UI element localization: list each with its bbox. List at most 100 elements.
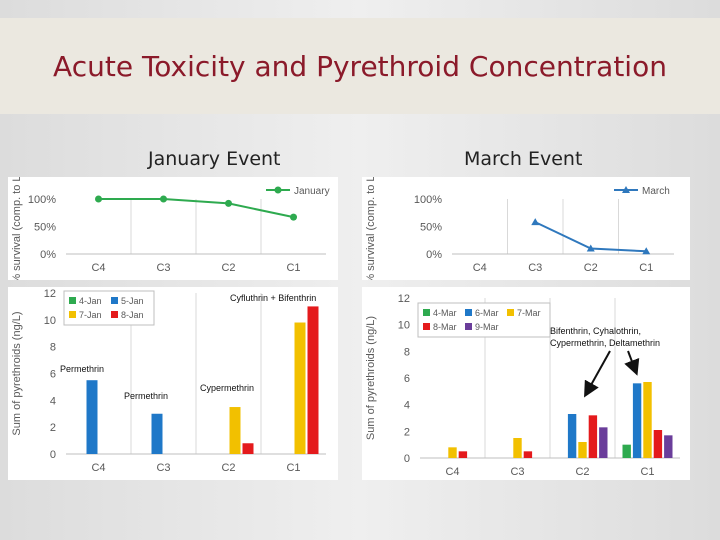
bar bbox=[523, 451, 533, 458]
bar bbox=[86, 380, 98, 454]
annotation-permethrin-c4: Permethrin bbox=[60, 364, 105, 374]
data-point bbox=[290, 213, 297, 221]
y-tick-label: 50% bbox=[420, 222, 442, 234]
data-point bbox=[95, 195, 102, 203]
y-tick-label: 6 bbox=[404, 373, 410, 385]
x-tick-label: C1 bbox=[639, 262, 653, 274]
data-point bbox=[642, 247, 651, 255]
march-survival-svg: 0% 50% 100% C4 C3 C2 C1 % survival (comp. to Li… bbox=[365, 169, 674, 284]
legend-swatch bbox=[69, 311, 76, 318]
march-event-title: March Event bbox=[464, 148, 583, 170]
y-tick-label: 4 bbox=[50, 395, 56, 407]
bar bbox=[294, 322, 306, 454]
legend-label: 9-Mar bbox=[475, 322, 499, 332]
y-axis-label: Sum of pyrethroids (ng/L) bbox=[11, 311, 23, 435]
data-point bbox=[586, 244, 595, 252]
legend-label: March bbox=[642, 186, 670, 197]
y-tick-label: 0% bbox=[40, 249, 56, 261]
y-tick-label: 10 bbox=[398, 320, 410, 332]
y-tick-label: 8 bbox=[50, 342, 56, 354]
january-pyrethroid-chart: 0 2 4 6 8 10 12 C4 C3 C2 C1 Sum of pyrethroids (ng/… bbox=[8, 287, 338, 480]
legend-box bbox=[417, 302, 551, 338]
annotation-cyfluthrin-bifenthrin: Cyfluthrin + Bifenthrin bbox=[230, 293, 317, 303]
y-tick-label: 10 bbox=[44, 315, 56, 327]
bar bbox=[151, 413, 163, 454]
legend-swatch bbox=[111, 311, 118, 318]
bar bbox=[588, 415, 598, 458]
legend-swatch bbox=[423, 309, 430, 316]
legend-label: 8-Jan bbox=[121, 310, 144, 320]
legend-swatch bbox=[423, 323, 430, 330]
annotation-march-compounds-line1: Bifenthrin, Cyhalothrin, bbox=[550, 326, 642, 336]
annotation-permethrin-c3: Permethrin bbox=[124, 391, 169, 401]
y-tick-label: 6 bbox=[50, 369, 56, 381]
bar bbox=[653, 430, 663, 458]
y-tick-label: 0% bbox=[426, 249, 442, 261]
y-axis-label: Sum of pyrethroids (ng/L) bbox=[365, 316, 377, 440]
annotation-march-compounds-line2: Cypermethrin, Deltamethrin bbox=[550, 338, 661, 348]
legend-label: 7-Mar bbox=[517, 308, 541, 318]
x-tick-label: C3 bbox=[156, 262, 170, 274]
x-tick-label: C1 bbox=[286, 262, 300, 274]
x-tick-label: C3 bbox=[528, 262, 542, 274]
data-point bbox=[531, 218, 540, 226]
x-tick-label: C2 bbox=[221, 262, 235, 274]
bar bbox=[458, 451, 468, 458]
january-pyrethroid-svg: 0 2 4 6 8 10 12 C4 C3 C2 C1 Sum of pyrethroids (ng/… bbox=[11, 288, 326, 474]
data-point bbox=[160, 195, 167, 203]
series-line bbox=[98, 198, 294, 219]
bar bbox=[513, 438, 522, 458]
bar bbox=[578, 442, 587, 458]
legend-marker bbox=[622, 186, 630, 193]
y-tick-label: 12 bbox=[398, 293, 410, 305]
bar bbox=[567, 414, 577, 458]
legend-label: 4-Jan bbox=[79, 296, 102, 306]
legend-label: 4-Mar bbox=[433, 308, 457, 318]
bar bbox=[307, 306, 319, 454]
y-tick-label: 12 bbox=[44, 288, 56, 300]
legend-label: 7-Jan bbox=[79, 310, 102, 320]
x-tick-label: C4 bbox=[91, 462, 105, 474]
bar bbox=[242, 443, 254, 454]
legend-swatch bbox=[507, 309, 514, 316]
january-survival-chart: 0% 50% 100% C4 C3 C2 C1 % survival (comp. to Li… bbox=[8, 169, 338, 284]
annotation-cypermethrin: Cypermethrin bbox=[200, 383, 255, 393]
x-tick-label: C4 bbox=[473, 262, 487, 274]
bar bbox=[622, 444, 631, 458]
legend-label: 5-Jan bbox=[121, 296, 144, 306]
x-tick-label: C3 bbox=[510, 466, 524, 478]
slide-title: Acute Toxicity and Pyrethroid Concentrat… bbox=[53, 50, 667, 83]
x-tick-label: C2 bbox=[584, 262, 598, 274]
legend-swatch bbox=[111, 297, 118, 304]
y-tick-label: 2 bbox=[50, 422, 56, 434]
legend-label: January bbox=[294, 186, 330, 197]
legend-swatch bbox=[465, 309, 472, 316]
march-survival-chart: 0% 50% 100% C4 C3 C2 C1 % survival (comp. to Li… bbox=[362, 169, 690, 284]
y-tick-label: 4 bbox=[404, 400, 410, 412]
march-pyrethroid-svg: 0 2 4 6 8 10 12 C4 C3 C2 C1 Sum of pyrethroids (ng/… bbox=[365, 293, 680, 478]
bar bbox=[643, 382, 652, 458]
y-tick-label: 0 bbox=[404, 453, 410, 465]
january-event-title: January Event bbox=[148, 148, 281, 170]
x-tick-label: C3 bbox=[156, 462, 170, 474]
y-axis-label: % survival (comp. to Li) bbox=[11, 177, 23, 280]
x-tick-label: C2 bbox=[221, 462, 235, 474]
data-point bbox=[225, 199, 232, 207]
legend-box bbox=[63, 290, 155, 326]
x-tick-label: C1 bbox=[640, 466, 654, 478]
bar bbox=[664, 435, 673, 458]
bar bbox=[448, 447, 457, 458]
legend-swatch bbox=[465, 323, 472, 330]
bar bbox=[632, 383, 642, 458]
y-tick-label: 100% bbox=[414, 194, 442, 206]
y-tick-label: 2 bbox=[404, 426, 410, 438]
x-tick-label: C4 bbox=[445, 466, 459, 478]
x-tick-label: C4 bbox=[91, 262, 105, 274]
y-tick-label: 8 bbox=[404, 346, 410, 358]
title-band bbox=[0, 18, 720, 114]
legend-swatch bbox=[69, 297, 76, 304]
march-pyrethroid-chart: 0 2 4 6 8 10 12 C4 C3 C2 C1 Sum of pyrethroids (ng/… bbox=[362, 287, 690, 480]
y-axis-label: % survival (comp. to Li) bbox=[365, 177, 377, 280]
legend-label: 8-Mar bbox=[433, 322, 457, 332]
legend-marker bbox=[274, 186, 282, 194]
